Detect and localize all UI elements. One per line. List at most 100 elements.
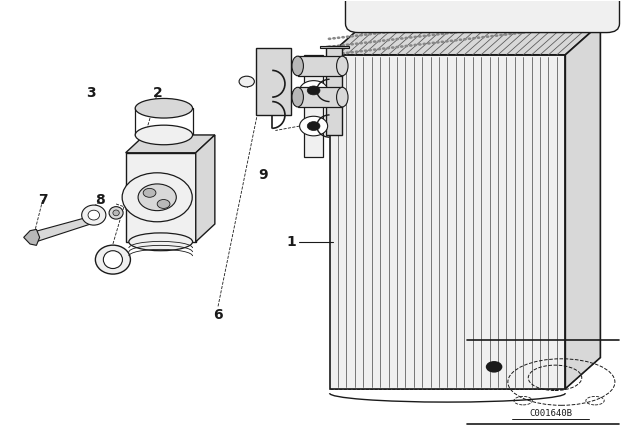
Circle shape [486, 35, 490, 38]
Circle shape [589, 23, 593, 26]
Circle shape [490, 27, 494, 30]
Text: C001640B: C001640B [529, 409, 572, 418]
Circle shape [463, 22, 467, 25]
Text: 6: 6 [213, 308, 223, 322]
Circle shape [404, 29, 408, 31]
Ellipse shape [95, 245, 131, 274]
Circle shape [449, 31, 453, 34]
Polygon shape [298, 56, 342, 76]
Circle shape [449, 39, 453, 42]
Circle shape [522, 23, 525, 26]
Circle shape [531, 22, 534, 25]
Circle shape [563, 26, 566, 29]
Circle shape [387, 47, 390, 49]
Circle shape [585, 24, 589, 26]
Circle shape [558, 19, 562, 22]
Circle shape [364, 33, 367, 36]
Circle shape [481, 28, 485, 30]
Circle shape [540, 29, 543, 32]
Circle shape [409, 28, 413, 31]
Circle shape [350, 35, 354, 38]
Circle shape [576, 25, 580, 28]
Circle shape [372, 40, 376, 43]
Circle shape [504, 25, 508, 28]
Circle shape [554, 27, 557, 30]
Circle shape [422, 26, 426, 29]
Circle shape [355, 43, 358, 45]
Circle shape [418, 43, 422, 46]
Circle shape [504, 33, 508, 36]
Circle shape [404, 45, 408, 47]
Circle shape [431, 42, 435, 44]
Circle shape [300, 116, 328, 136]
Circle shape [445, 40, 449, 43]
Circle shape [567, 26, 571, 29]
Circle shape [391, 30, 395, 33]
Circle shape [513, 32, 516, 35]
Ellipse shape [292, 56, 303, 76]
Circle shape [400, 45, 404, 48]
Circle shape [540, 21, 543, 24]
Circle shape [337, 36, 340, 39]
Circle shape [422, 34, 426, 37]
Text: 1: 1 [287, 235, 296, 249]
Circle shape [346, 35, 349, 38]
Circle shape [549, 20, 552, 23]
Circle shape [404, 37, 408, 39]
Circle shape [445, 32, 449, 34]
Circle shape [300, 81, 328, 100]
Ellipse shape [113, 210, 119, 216]
Circle shape [143, 188, 156, 197]
Circle shape [468, 30, 472, 32]
Circle shape [454, 39, 458, 42]
Polygon shape [326, 46, 342, 135]
Circle shape [307, 121, 320, 130]
Polygon shape [125, 153, 196, 242]
Circle shape [413, 35, 417, 38]
Circle shape [580, 24, 584, 27]
Circle shape [431, 34, 435, 36]
FancyBboxPatch shape [346, 0, 620, 33]
Circle shape [544, 21, 548, 23]
Circle shape [572, 26, 575, 28]
Circle shape [387, 39, 390, 41]
Text: 2: 2 [152, 86, 163, 99]
Circle shape [490, 19, 494, 22]
Circle shape [481, 20, 485, 22]
Circle shape [477, 28, 481, 31]
Circle shape [463, 38, 467, 41]
Ellipse shape [337, 56, 348, 76]
Circle shape [458, 30, 462, 33]
Circle shape [558, 27, 562, 30]
Circle shape [372, 32, 376, 35]
Circle shape [522, 31, 525, 34]
Circle shape [468, 37, 472, 40]
Polygon shape [330, 24, 600, 55]
Circle shape [341, 52, 345, 55]
Circle shape [364, 41, 367, 44]
Circle shape [463, 30, 467, 33]
Circle shape [378, 40, 381, 43]
Circle shape [517, 24, 521, 26]
Ellipse shape [135, 125, 193, 145]
Circle shape [431, 26, 435, 28]
Circle shape [454, 23, 458, 26]
Circle shape [157, 199, 170, 208]
Text: 7: 7 [38, 193, 47, 207]
Circle shape [387, 31, 390, 33]
Ellipse shape [88, 210, 100, 220]
Circle shape [359, 34, 363, 36]
Text: 8: 8 [95, 193, 105, 207]
Circle shape [458, 39, 462, 41]
Text: 5: 5 [178, 168, 188, 182]
Polygon shape [330, 55, 565, 389]
Circle shape [359, 42, 363, 44]
Circle shape [400, 29, 404, 32]
Polygon shape [298, 87, 342, 107]
Circle shape [526, 22, 530, 25]
Circle shape [378, 32, 381, 34]
Circle shape [364, 49, 367, 52]
Circle shape [440, 25, 444, 27]
Circle shape [382, 47, 386, 50]
Circle shape [481, 36, 485, 39]
